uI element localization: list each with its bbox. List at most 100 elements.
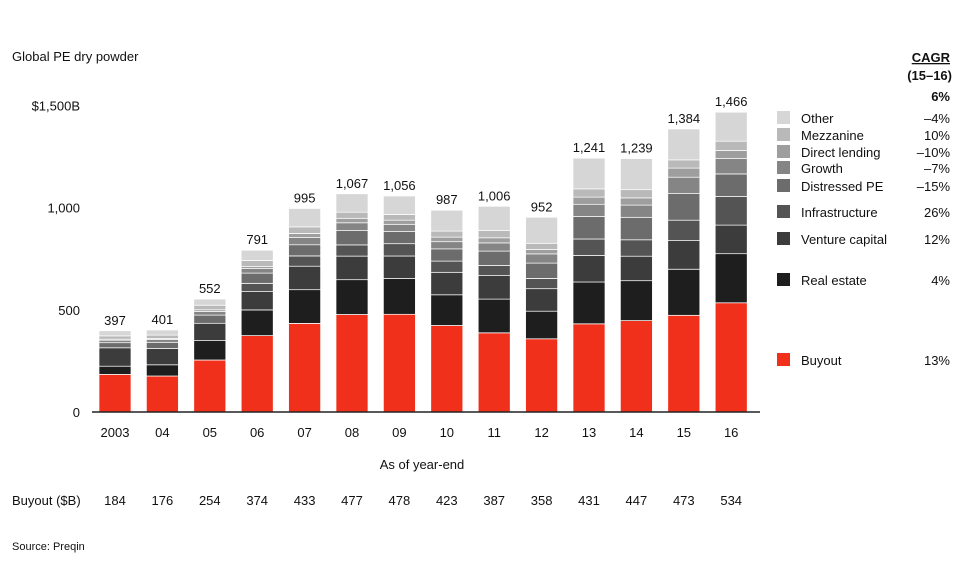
bar-segment xyxy=(430,236,464,243)
bar-segment xyxy=(477,332,511,413)
bar-segment xyxy=(335,255,369,281)
chart-title: Global PE dry powder xyxy=(12,49,139,64)
bar-segment xyxy=(572,157,606,190)
legend-label: Real estate xyxy=(801,273,867,288)
bar-segment xyxy=(240,249,274,261)
bar-segment xyxy=(288,237,321,246)
bar-segment xyxy=(98,365,132,375)
legend-label: Direct lending xyxy=(801,145,881,160)
cagr-total: 6% xyxy=(931,89,950,104)
bar-segment xyxy=(620,197,653,206)
bar-total-label: 791 xyxy=(246,232,268,247)
bar-segment xyxy=(477,250,511,266)
bar-segment xyxy=(146,364,179,377)
bar-segment xyxy=(620,280,653,321)
x-axis-tick-labels: 2003 04 05 06 07 08 09 10 11 12 13 14 15 16 xyxy=(101,425,739,440)
bar-segment xyxy=(240,268,274,274)
bar-segment xyxy=(477,265,511,276)
bar-segment xyxy=(146,341,179,349)
x-tick-label: 06 xyxy=(250,425,264,440)
bar-segment xyxy=(288,244,321,257)
bar-segment xyxy=(667,167,701,178)
bar-segment xyxy=(335,222,369,231)
bar-segment xyxy=(288,289,321,324)
bar-segment xyxy=(193,359,227,413)
bar-segment xyxy=(240,291,274,311)
bar-segment xyxy=(477,205,511,231)
bar-segment xyxy=(193,340,227,361)
x-tick-label: 10 xyxy=(440,425,454,440)
buyout-row-value: 184 xyxy=(104,493,126,508)
bar-segment xyxy=(620,255,653,282)
stacked-bars xyxy=(98,111,748,413)
buyout-row-values: 184 176 254 374 433 477 478 423 387 358 431 447 473 5… xyxy=(104,493,742,508)
bar-segment xyxy=(288,233,321,238)
bar-segment xyxy=(98,339,132,344)
legend-swatch xyxy=(777,145,790,158)
x-tick-label: 05 xyxy=(203,425,217,440)
bar-segment xyxy=(335,217,369,224)
bar-segment xyxy=(288,255,321,267)
bar-segment xyxy=(525,278,558,290)
bar-segment xyxy=(714,140,748,151)
bar-segment xyxy=(193,311,227,316)
bar-segment xyxy=(477,298,511,334)
legend-cagr-value: –10% xyxy=(917,145,951,160)
bar-segment xyxy=(667,159,701,169)
bar-segment xyxy=(620,158,653,191)
bar-segment xyxy=(525,216,558,244)
bar-segment xyxy=(620,189,653,199)
y-tick-label: 0 xyxy=(73,405,80,420)
buyout-row-value: 176 xyxy=(152,493,174,508)
x-tick-label: 04 xyxy=(155,425,169,440)
cagr-subheader: (15–16) xyxy=(907,68,952,83)
buyout-row-value: 374 xyxy=(246,493,268,508)
legend-cagr-value: –7% xyxy=(924,161,950,176)
buyout-row-value: 473 xyxy=(673,493,695,508)
bar-segment xyxy=(477,237,511,244)
legend-swatch xyxy=(777,353,790,366)
x-tick-label: 14 xyxy=(629,425,643,440)
bar-total-label: 1,384 xyxy=(668,111,701,126)
source-note: Source: Preqin xyxy=(12,541,85,553)
y-tick-label: 1,000 xyxy=(47,201,80,216)
bar-segment xyxy=(430,294,464,326)
bar-segment xyxy=(146,339,179,343)
bar-segment xyxy=(430,260,464,273)
bar-segment xyxy=(98,342,132,349)
legend-swatch xyxy=(777,161,790,174)
bar-segment xyxy=(335,244,369,257)
x-tick-label: 08 xyxy=(345,425,359,440)
bar-total-label: 1,466 xyxy=(715,94,748,109)
bar-segment xyxy=(98,330,132,337)
bar-segment xyxy=(667,240,701,270)
bar-segment xyxy=(525,253,558,264)
bar-segment xyxy=(714,224,748,255)
bar-segment xyxy=(525,310,558,340)
bar-total-label: 987 xyxy=(436,192,458,207)
legend-swatch xyxy=(777,179,790,192)
legend-label: Mezzanine xyxy=(801,128,864,143)
bar-segment xyxy=(620,320,653,413)
legend-cagr-value: 4% xyxy=(931,273,950,288)
legend-cagr-value: –15% xyxy=(917,179,951,194)
bar-segment xyxy=(98,374,132,413)
bar-segment xyxy=(430,230,464,238)
legend-label: Other xyxy=(801,111,834,126)
bar-segment xyxy=(98,347,132,367)
legend-swatch xyxy=(777,273,790,286)
bar-segment xyxy=(193,298,227,306)
bar-total-label: 1,056 xyxy=(383,178,416,193)
bar-segment xyxy=(525,249,558,255)
bar-segment xyxy=(335,211,369,219)
x-tick-label: 13 xyxy=(582,425,596,440)
bar-segment xyxy=(288,265,321,291)
bar-segment xyxy=(335,193,369,213)
bar-segment xyxy=(667,176,701,194)
bar-total-label: 1,239 xyxy=(620,141,653,156)
x-tick-label: 07 xyxy=(297,425,311,440)
bar-segment xyxy=(335,314,369,413)
bar-segment xyxy=(477,275,511,300)
bar-segment xyxy=(146,348,179,366)
y-axis-tick-labels: 0 500 1,000 $1,500B xyxy=(32,98,80,420)
